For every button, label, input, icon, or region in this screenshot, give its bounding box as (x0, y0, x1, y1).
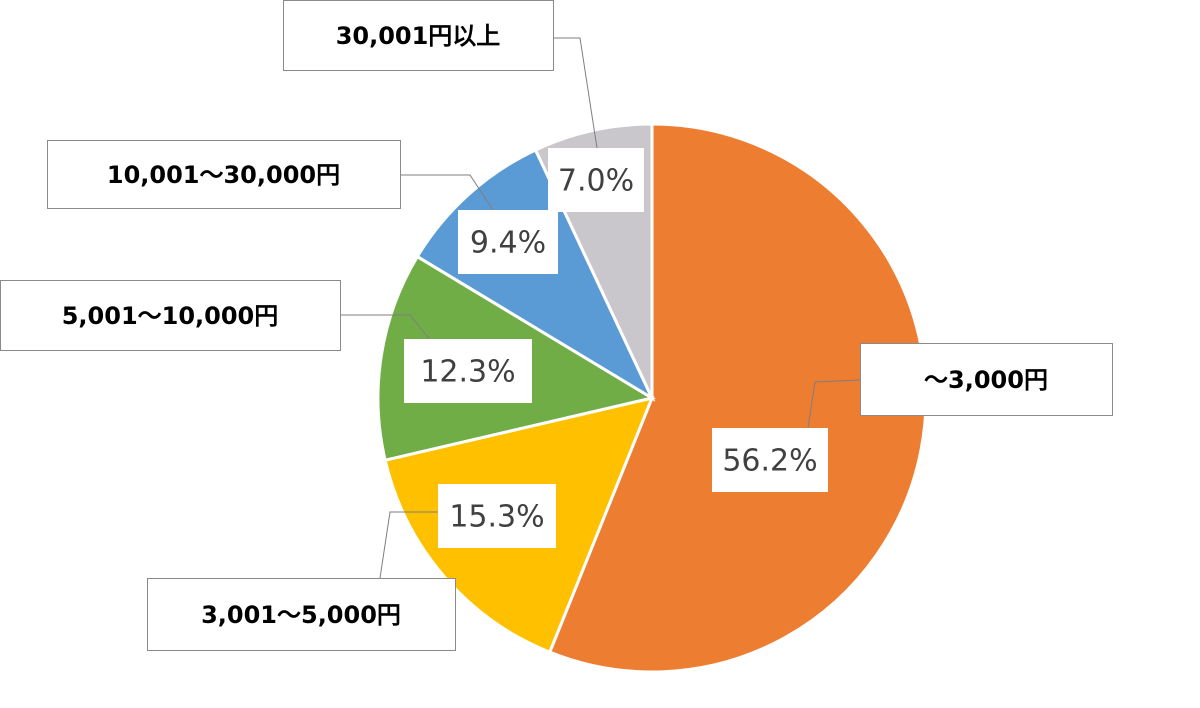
pie-slice (547, 122, 928, 674)
value-label-box (548, 148, 644, 212)
leader-line (553, 37, 598, 149)
category-label: 10,001～30,000円 (107, 161, 340, 189)
value-label: 9.4% (470, 226, 546, 261)
leader-line (807, 379, 861, 429)
leader-line (340, 314, 431, 341)
category-label-box (283, 0, 554, 71)
leader-line (400, 174, 494, 211)
category-label: 5,001～10,000円 (62, 302, 279, 330)
value-label: 15.3% (449, 500, 544, 535)
value-label: 7.0% (558, 164, 634, 199)
category-label-box (47, 140, 401, 209)
value-label-box (438, 484, 556, 548)
category-label-box (147, 578, 456, 651)
category-label-box (0, 280, 341, 351)
value-label-box (458, 210, 558, 274)
value-label: 12.3% (420, 355, 515, 390)
category-label-box (860, 343, 1113, 416)
category-label: 30,001円以上 (336, 22, 501, 50)
value-label-box (712, 428, 828, 492)
value-label-box (404, 339, 532, 403)
category-label: ～3,000円 (924, 366, 1048, 394)
category-label: 3,001～5,000円 (201, 601, 401, 629)
value-label: 56.2% (722, 444, 817, 479)
leader-line (379, 511, 438, 579)
